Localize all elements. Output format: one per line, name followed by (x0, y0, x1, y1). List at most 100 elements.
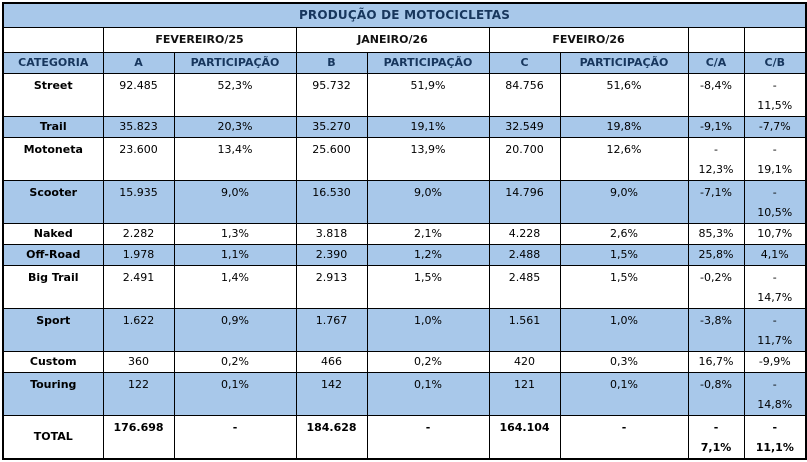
value-cell: 2.913 (295, 264, 368, 309)
total-row: TOTAL 176.698-184.628-164.104- - 7,1% - 11,… (2, 414, 807, 459)
value-cell: 0,2% (173, 350, 297, 373)
column-header-ca: C/A (687, 51, 745, 74)
value-cell: 1,0% (366, 307, 490, 352)
column-header-participacao-c: PARTICIPAÇÃO (559, 51, 689, 74)
value-cell: 1,5% (559, 264, 689, 309)
value-cell: 1.767 (295, 307, 368, 352)
column-header-categoria: CATEGORIA (2, 51, 104, 74)
column-header-row: CATEGORIA A PARTICIPAÇÃO B PARTICIPAÇÃO … (2, 51, 807, 74)
value-cell: 9,0% (559, 179, 689, 224)
value-cell: 1,5% (559, 243, 689, 266)
value-cell: - 11,7% (743, 307, 807, 352)
value-cell: - 7,1% (687, 414, 745, 459)
table-row: Touring 122 0,1% 142 0,1% 121 0,1% -0,8% - 14,8% (2, 371, 807, 416)
value-cell: - 11,1% (743, 414, 807, 459)
value-cell: -0,8% (687, 371, 745, 416)
value-cell: 35.823 (102, 115, 175, 138)
value-cell: - (559, 414, 689, 459)
value-cell: 20,3% (173, 115, 297, 138)
value-cell: 2,1% (366, 222, 490, 245)
value-cell: 1,3% (173, 222, 297, 245)
value-cell: 25,8% (687, 243, 745, 266)
category-cell: Off-Road (2, 243, 104, 266)
value-cell: -7,1% (687, 179, 745, 224)
table-row: Motoneta 23.600 13,4% 25.600 13,9% 20.700 12,6… (2, 136, 807, 181)
value-cell: 122 (102, 371, 175, 416)
table-row: Sport 1.622 0,9% 1.767 1,0% 1.561 1,0% -3,8% - 1… (2, 307, 807, 352)
table-row: Custom 360 0,2% 466 0,2% 420 0,3% 16,7% -9,9% (2, 350, 807, 373)
value-cell: 184.628 (295, 414, 368, 459)
category-cell: Sport (2, 307, 104, 352)
value-cell: 1,5% (366, 264, 490, 309)
month-header-row: FEVEREIRO/25 JANEIRO/26 FEVEIRO/26 (2, 26, 807, 53)
value-cell: 176.698 (102, 414, 175, 459)
value-cell: 51,6% (559, 72, 689, 117)
value-cell: 0,1% (366, 371, 490, 416)
column-header-b: B (295, 51, 368, 74)
value-cell: 360 (102, 350, 175, 373)
value-cell: 10,7% (743, 222, 807, 245)
value-cell: - (366, 414, 490, 459)
category-cell: Naked (2, 222, 104, 245)
category-cell: Custom (2, 350, 104, 373)
value-cell: - (173, 414, 297, 459)
value-cell: 0,2% (366, 350, 490, 373)
table-row: Street 92.485 52,3% 95.732 51,9% 84.756 51,6% -… (2, 72, 807, 117)
value-cell: -0,2% (687, 264, 745, 309)
value-cell: 19,8% (559, 115, 689, 138)
value-cell: 142 (295, 371, 368, 416)
value-cell: 1.978 (102, 243, 175, 266)
value-cell: 1,2% (366, 243, 490, 266)
table-body: Street 92.485 52,3% 95.732 51,9% 84.756 51,6% -… (2, 72, 807, 459)
value-cell: 14.796 (488, 179, 561, 224)
value-cell: 84.756 (488, 72, 561, 117)
value-cell: 35.270 (295, 115, 368, 138)
category-cell: TOTAL (2, 414, 104, 459)
value-cell: 2.282 (102, 222, 175, 245)
value-cell: - 11,5% (743, 72, 807, 117)
value-cell: 121 (488, 371, 561, 416)
value-cell: 19,1% (366, 115, 490, 138)
value-cell: 4,1% (743, 243, 807, 266)
month-header-feveiro-26: FEVEIRO/26 (488, 26, 689, 53)
value-cell: - 19,1% (743, 136, 807, 181)
column-header-participacao-a: PARTICIPAÇÃO (173, 51, 297, 74)
value-cell: 51,9% (366, 72, 490, 117)
value-cell: 164.104 (488, 414, 561, 459)
category-cell: Trail (2, 115, 104, 138)
value-cell: 25.600 (295, 136, 368, 181)
value-cell: -9,9% (743, 350, 807, 373)
value-cell: 466 (295, 350, 368, 373)
value-cell: 1,4% (173, 264, 297, 309)
value-cell: 15.935 (102, 179, 175, 224)
value-cell: 85,3% (687, 222, 745, 245)
value-cell: 92.485 (102, 72, 175, 117)
table-title-row: PRODUÇÃO DE MOTOCICLETAS (2, 2, 807, 28)
column-header-c: C (488, 51, 561, 74)
value-cell: -8,4% (687, 72, 745, 117)
value-cell: 32.549 (488, 115, 561, 138)
value-cell: 2.390 (295, 243, 368, 266)
value-cell: 16.530 (295, 179, 368, 224)
value-cell: 2.491 (102, 264, 175, 309)
value-cell: - 12,3% (687, 136, 745, 181)
column-header-a: A (102, 51, 175, 74)
month-header-janeiro-26: JANEIRO/26 (295, 26, 490, 53)
value-cell: 2.488 (488, 243, 561, 266)
column-header-participacao-b: PARTICIPAÇÃO (366, 51, 490, 74)
category-cell: Motoneta (2, 136, 104, 181)
value-cell: -7,7% (743, 115, 807, 138)
blank-cell-ca (687, 26, 745, 53)
value-cell: - 14,8% (743, 371, 807, 416)
value-cell: -3,8% (687, 307, 745, 352)
column-header-cb: C/B (743, 51, 807, 74)
value-cell: 0,1% (559, 371, 689, 416)
value-cell: -9,1% (687, 115, 745, 138)
category-cell: Big Trail (2, 264, 104, 309)
value-cell: 13,9% (366, 136, 490, 181)
value-cell: 2.485 (488, 264, 561, 309)
value-cell: 16,7% (687, 350, 745, 373)
table-row: Scooter 15.935 9,0% 16.530 9,0% 14.796 9,0% -7,… (2, 179, 807, 224)
